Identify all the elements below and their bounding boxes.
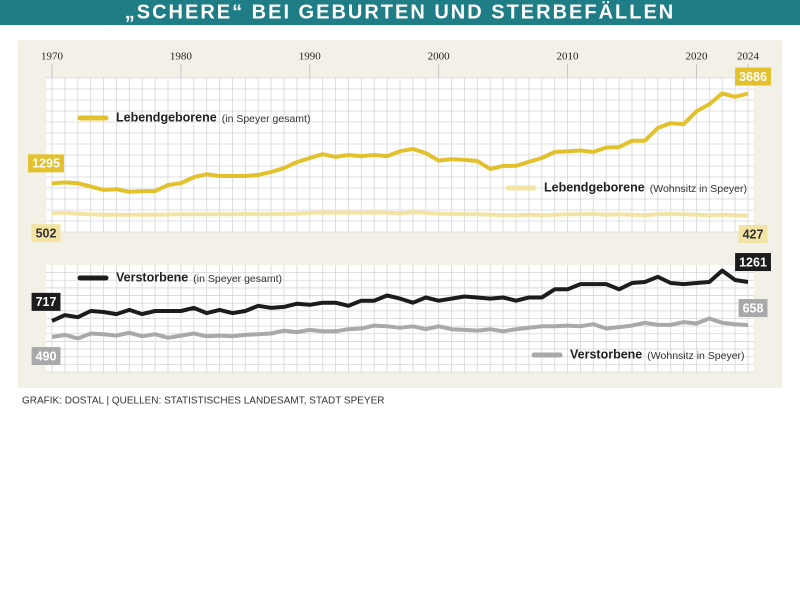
value-label-text: 658 (743, 301, 764, 315)
legend-detail: (in Speyer gesamt) (222, 113, 311, 125)
value-label-box (28, 154, 64, 173)
value-label-box (31, 347, 61, 366)
value-label-box (738, 299, 768, 318)
value-label: 427 (738, 224, 768, 243)
x-tick-label: 2000 (428, 51, 451, 63)
series-line (51, 316, 749, 341)
value-label-text: 3686 (739, 70, 767, 84)
value-label: 1261 (735, 253, 771, 272)
value-label: 717 (31, 292, 61, 311)
x-tick-label: 2024 (737, 51, 760, 63)
value-label-text: 427 (743, 227, 764, 241)
value-label-box (735, 253, 771, 272)
value-label: 3686 (735, 67, 771, 86)
series-line (51, 210, 749, 218)
legend-name: Lebendgeborene (116, 110, 217, 124)
source-note: GRAFIK: DOSTAL | QUELLEN: STATISTISCHES … (22, 396, 385, 407)
x-tick-label: 1990 (299, 51, 322, 63)
x-tick-label: 1980 (170, 51, 193, 63)
value-label-box (738, 224, 768, 243)
legend-name: Lebendgeborene (544, 180, 645, 194)
chart-title: „SCHERE“ BEI GEBURTEN UND STERBEFÄLLEN (125, 0, 675, 23)
x-tick-label: 2010 (557, 51, 580, 63)
legend-detail: (Wohnsitz in Speyer) (647, 350, 744, 362)
x-tick-label: 2020 (685, 51, 708, 63)
series-line (51, 91, 749, 194)
series-line (51, 268, 749, 323)
value-label-text: 717 (36, 295, 57, 309)
plots: 1970 1980 1990 2000 2010 2020 2024 Lebendgebore… (28, 51, 771, 373)
value-label-box (31, 292, 61, 311)
x-tick-label: 1970 (41, 51, 64, 63)
value-label-text: 1295 (32, 157, 60, 171)
value-label-text: 490 (36, 349, 57, 363)
value-label-box (31, 224, 61, 243)
value-label-box (735, 67, 771, 86)
legend-name: Verstorbene (570, 347, 642, 361)
value-label: 658 (738, 299, 768, 318)
value-label: 1295 (28, 154, 64, 173)
value-label: 490 (31, 347, 61, 366)
legend-detail: (Wohnsitz in Speyer) (650, 183, 747, 195)
legend-name: Verstorbene (116, 270, 188, 284)
title-bar (0, 0, 800, 25)
value-label-text: 502 (36, 226, 57, 240)
value-label: 502 (31, 224, 61, 243)
value-label-text: 1261 (739, 255, 767, 269)
legend-detail: (in Speyer gesamt) (193, 273, 282, 285)
